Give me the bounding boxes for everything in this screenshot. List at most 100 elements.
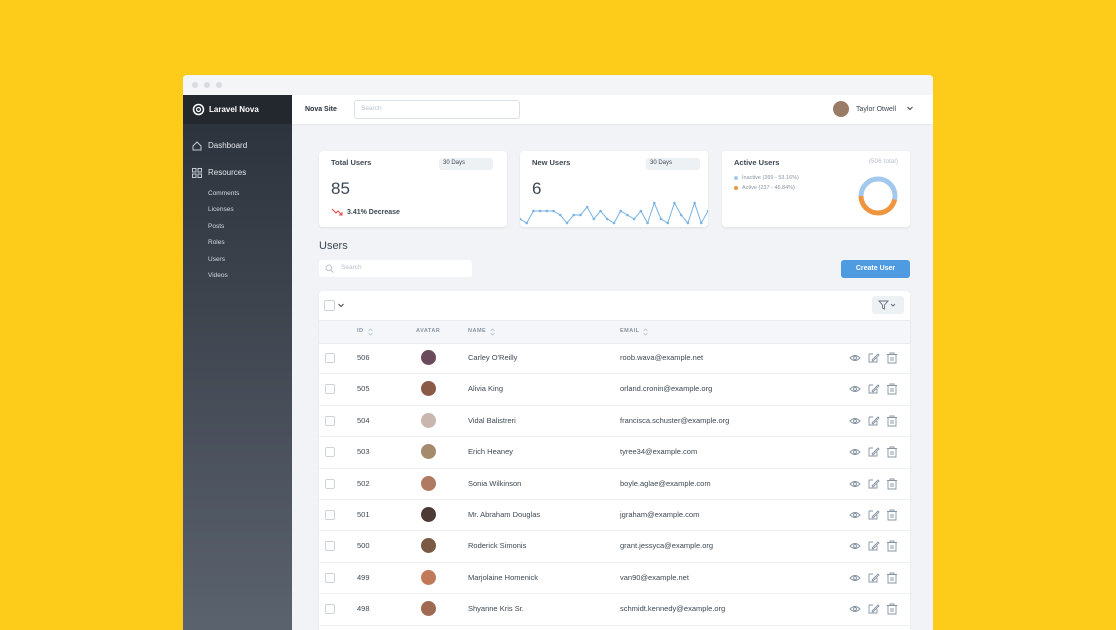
nav-resources[interactable]: Resources — [208, 168, 247, 177]
delete-icon[interactable] — [887, 603, 897, 615]
row-checkbox[interactable] — [325, 572, 335, 583]
row-email: grant.jessyca@example.org — [620, 541, 714, 551]
row-name: Sonia Wilkinson — [468, 478, 522, 488]
card-title: Total Users — [331, 158, 372, 167]
trend-point — [520, 217, 522, 221]
table-row: 506 Carley O'Reilly roob.wava@example.net — [319, 342, 910, 375]
create-button[interactable]: Create User — [841, 260, 910, 278]
total-users-card: Total Users 30 Days 85 3.41% Decrease — [319, 151, 507, 227]
resource-link[interactable]: Videos — [208, 272, 228, 279]
brand: Laravel Nova — [209, 105, 259, 114]
row-checkbox[interactable] — [325, 353, 335, 363]
row-avatar — [421, 569, 436, 585]
row-avatar — [421, 507, 436, 522]
delete-icon[interactable] — [887, 352, 897, 364]
edit-icon[interactable] — [868, 447, 880, 457]
sort-arrows — [490, 328, 495, 336]
edit-icon[interactable] — [868, 541, 880, 551]
range: 30 Days — [443, 160, 466, 166]
sort-icon — [490, 328, 495, 336]
row-checkbox[interactable] — [325, 604, 335, 615]
edit-icon[interactable] — [868, 478, 880, 489]
trend-point — [579, 213, 582, 217]
select-all[interactable] — [324, 300, 335, 311]
card-title: Active Users — [734, 158, 780, 167]
legend-label: Inactive (269 - 53.16%) — [742, 174, 799, 181]
row-checkbox[interactable] — [325, 447, 335, 458]
row-email: orland.cronin@example.org — [620, 384, 713, 394]
edit-icon[interactable] — [868, 573, 880, 583]
row-id: 505 — [357, 384, 370, 394]
trend-point — [558, 213, 562, 217]
user-caret — [907, 106, 913, 111]
range-select[interactable]: 30 Days — [646, 158, 700, 170]
column-header[interactable]: NAME — [468, 328, 487, 334]
view-icon[interactable] — [849, 606, 861, 613]
table-search[interactable]: Search — [319, 260, 472, 277]
trend-point — [538, 209, 542, 213]
resource-link[interactable]: Posts — [208, 222, 225, 230]
delete-icon[interactable] — [887, 572, 897, 584]
edit-icon[interactable] — [868, 353, 880, 363]
nav-dashboard[interactable]: Dashboard — [208, 141, 248, 150]
trend-point — [552, 209, 555, 213]
global-search[interactable]: Search — [354, 100, 520, 119]
view-icon[interactable] — [849, 355, 861, 361]
resource-link[interactable]: Roles — [208, 239, 225, 247]
delete-icon[interactable] — [887, 383, 897, 395]
edit-icon[interactable] — [868, 604, 880, 614]
title-bar — [183, 75, 933, 95]
resource-link[interactable]: Licenses — [208, 206, 234, 214]
trend-point — [619, 209, 623, 213]
trend-point — [679, 213, 683, 217]
delete-icon[interactable] — [887, 415, 897, 427]
total-count: (506 total) — [868, 158, 898, 165]
row-actions — [849, 478, 897, 490]
view-icon[interactable] — [849, 512, 861, 518]
row-id: 499 — [357, 572, 370, 582]
row-checkbox[interactable] — [325, 510, 335, 520]
browser-window: Laravel Nova Dashboard Resources Comment… — [183, 75, 933, 630]
row-checkbox[interactable] — [325, 384, 335, 395]
home-icon — [192, 141, 202, 151]
row-avatar — [421, 350, 436, 365]
view-icon[interactable] — [849, 543, 861, 550]
trend-point — [666, 221, 670, 225]
range-select[interactable]: 30 Days — [439, 158, 493, 170]
edit-icon[interactable] — [868, 510, 880, 520]
table-row: 505 Alivia King orland.cronin@example.org — [319, 373, 910, 406]
delete-icon[interactable] — [887, 540, 897, 552]
metric-value: 6 — [532, 179, 542, 198]
table-row: 504 Vidal Balistreri francisca.schuster@ex… — [319, 405, 910, 438]
row-checkbox[interactable] — [325, 415, 335, 426]
row-actions — [849, 540, 897, 552]
row-name: Carley O'Reilly — [468, 353, 518, 362]
filter-icon — [878, 300, 896, 310]
search-placeholder: Search — [361, 105, 382, 112]
view-icon[interactable] — [849, 386, 861, 393]
view-icon[interactable] — [849, 480, 861, 487]
active-users-card: Active Users (506 total) Inactive (269 -… — [722, 151, 910, 227]
resource-link[interactable]: Comments — [208, 190, 240, 197]
view-icon[interactable] — [849, 574, 861, 581]
row-checkbox[interactable] — [325, 478, 335, 489]
row-actions — [849, 509, 897, 521]
brand-logo — [192, 103, 205, 116]
delete-icon[interactable] — [887, 478, 897, 490]
top-bar: Nova Site Search Taylor Otwell — [292, 95, 933, 124]
user-name[interactable]: Taylor Otwell — [856, 106, 897, 113]
edit-icon[interactable] — [868, 416, 880, 426]
edit-icon[interactable] — [868, 384, 880, 394]
view-icon[interactable] — [849, 449, 861, 456]
filter-button[interactable] — [872, 296, 904, 314]
resource-link[interactable]: Users — [208, 255, 225, 263]
column-header[interactable]: EMAIL — [620, 328, 640, 334]
delete-icon[interactable] — [887, 509, 897, 521]
row-checkbox[interactable] — [325, 541, 335, 552]
column-header[interactable]: ID — [357, 328, 364, 334]
row-actions — [849, 446, 897, 458]
view-icon[interactable] — [849, 417, 861, 424]
delete-icon[interactable] — [887, 446, 897, 458]
row-name: Roderick Simonis — [468, 541, 527, 551]
trend-point — [652, 201, 656, 205]
